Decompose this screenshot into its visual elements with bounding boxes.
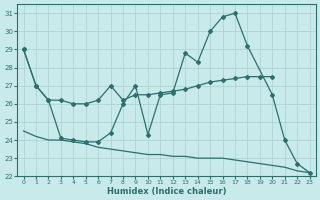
- X-axis label: Humidex (Indice chaleur): Humidex (Indice chaleur): [107, 187, 226, 196]
